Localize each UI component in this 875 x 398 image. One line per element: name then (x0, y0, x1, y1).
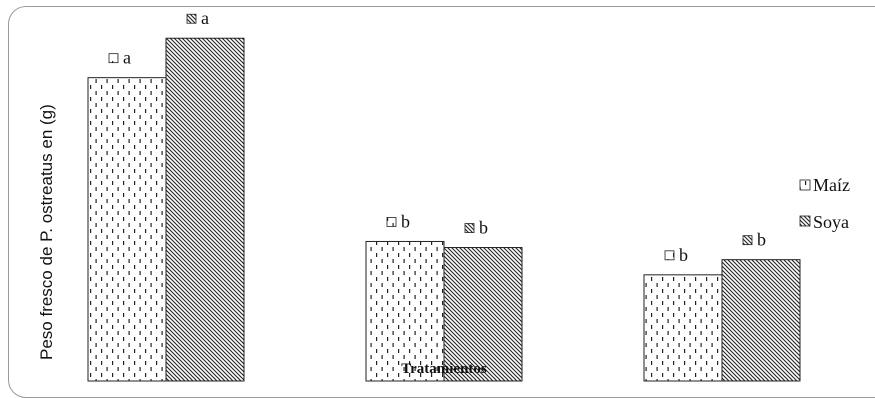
label-marker-soya-3 (742, 235, 753, 246)
significance-label-soya-2: b (479, 218, 488, 238)
legend-swatch-maiz (799, 179, 811, 191)
label-marker-soya-1 (186, 13, 197, 24)
significance-label-soya-1: a (201, 8, 209, 28)
bar-soya-1 (165, 37, 245, 382)
legend: Maíz Soya (799, 175, 850, 232)
label-marker-maz-3 (664, 250, 675, 261)
bar-maz-3 (643, 274, 723, 382)
bars-group (87, 37, 801, 382)
bar-soya-2 (443, 247, 523, 382)
y-axis-label: Peso fresco de P. ostreatus en (g) (37, 104, 56, 360)
label-marker-maz-2 (386, 217, 397, 227)
x-axis-label: Tratamientos (401, 361, 487, 377)
legend-item-maiz: Maíz (799, 175, 850, 195)
legend-swatch-soya (799, 215, 811, 227)
bar-soya-3 (721, 259, 801, 382)
significance-label-maz-1: a (123, 48, 131, 68)
label-marker-maz-1 (108, 53, 119, 64)
label-marker-soya-2 (464, 223, 475, 233)
bar-maz-2 (365, 240, 445, 382)
legend-item-soya: Soya (799, 212, 849, 232)
bar-maz-1 (87, 77, 167, 382)
significance-labels: a a b b b b (108, 8, 766, 265)
significance-label-maz-2: b (401, 211, 410, 231)
legend-label-soya: Soya (813, 212, 849, 232)
significance-label-maz-3: b (679, 245, 688, 265)
legend-label-maiz: Maíz (813, 175, 850, 195)
significance-label-soya-3: b (757, 230, 766, 250)
